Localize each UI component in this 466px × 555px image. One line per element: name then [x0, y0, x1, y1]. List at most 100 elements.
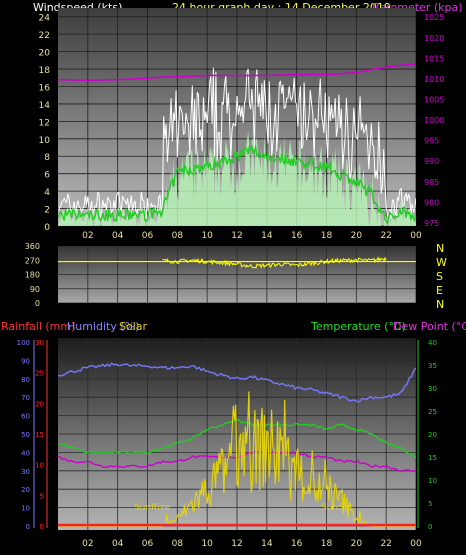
x-tick-label: 08: [172, 539, 184, 549]
panel-1-x-ticks: 02 04 06 08 10 12 14 16 18 20 22 00: [82, 231, 422, 241]
humidity-tick-label: 50: [21, 431, 30, 439]
windspeed-tick-label: 10: [39, 136, 51, 146]
x-tick-label: 08: [172, 231, 184, 241]
windspeed-tick-label: 22: [39, 31, 50, 41]
barometer-tick-label: 980: [424, 198, 439, 207]
x-tick-label: 16: [291, 231, 303, 241]
x-tick-label: 00: [410, 231, 422, 241]
windspeed-tick-label: 0: [44, 223, 50, 233]
compass-label: S: [436, 270, 443, 283]
barometer-tick-label: 1015: [424, 54, 444, 63]
temperature-tick-label: 30: [428, 385, 437, 393]
rainfall-tick-label: 0: [40, 523, 44, 531]
panel-3-grid: [58, 338, 416, 530]
wind-average-line: [58, 144, 416, 226]
windspeed-tick-label: 4: [44, 188, 50, 198]
barometer-tick-label: 1020: [424, 34, 444, 43]
windspeed-tick-label: 14: [39, 101, 51, 111]
x-tick-label: 20: [351, 231, 363, 241]
x-tick-label: 16: [291, 539, 303, 549]
wind-direction-line: [162, 256, 387, 269]
barometer-tick-label: 1005: [424, 95, 444, 104]
temperature-tick-label: 35: [428, 362, 437, 370]
panel-2-grid: [58, 246, 416, 303]
direction-tick-label: 90: [30, 285, 40, 294]
temperature-axis-label: Temperature (°C): [310, 320, 406, 333]
x-tick-label: 18: [321, 231, 333, 241]
x-tick-label: 06: [142, 539, 154, 549]
humidity-tick-label: 10: [21, 505, 30, 513]
rainfall-axis-label: Rainfall (mm): [1, 320, 75, 333]
direction-degree-ticks: 0 90 180 270 360: [25, 242, 40, 308]
windspeed-tick-label: 24: [39, 14, 51, 24]
barometer-line: [58, 63, 416, 82]
humidity-tick-label: 90: [21, 357, 30, 365]
humidity-tick-label: 0: [26, 523, 30, 531]
sun-annotations: SunRise SunSet: [134, 503, 353, 513]
windspeed-tick-label: 12: [39, 118, 50, 128]
temperature-tick-label: 25: [428, 408, 437, 416]
x-tick-label: 02: [82, 231, 93, 241]
temperature-tick-label: 40: [428, 339, 437, 347]
x-tick-label: 06: [142, 231, 154, 241]
direction-tick-label: 180: [25, 271, 40, 280]
temperature-ticks: 0 5 10 15 20 25 30 35 40: [428, 339, 437, 531]
barometer-tick-label: 985: [424, 178, 439, 187]
dewpoint-axis-label: Dew Point (°C): [393, 320, 466, 333]
rainfall-tick-label: 10: [35, 462, 44, 470]
windspeed-tick-label: 16: [39, 83, 51, 93]
temperature-tick-label: 10: [428, 477, 437, 485]
x-tick-label: 04: [112, 539, 124, 549]
windspeed-fill: [58, 131, 416, 226]
temperature-tick-label: 5: [428, 500, 432, 508]
barometer-tick-label: 1000: [424, 116, 444, 125]
panel-3-x-ticks: 02 04 06 08 10 12 14 16 18 20 22 00: [82, 539, 422, 549]
humidity-tick-label: 80: [21, 376, 30, 384]
humidity-tick-label: 100: [17, 339, 30, 347]
x-tick-label: 10: [201, 231, 213, 241]
direction-tick-label: 270: [25, 256, 40, 265]
direction-tick-label: 0: [35, 299, 40, 308]
windspeed-tick-label: 18: [39, 66, 51, 76]
humidity-tick-label: 40: [21, 449, 30, 457]
x-tick-label: 22: [380, 231, 391, 241]
x-tick-label: 14: [261, 231, 273, 241]
humidity-tick-label: 20: [21, 486, 30, 494]
x-tick-label: 18: [321, 539, 333, 549]
rainfall-tick-label: 25: [35, 370, 44, 378]
humidity-ticks: 0 10 20 30 40 50 60 70 80 90 100: [17, 339, 30, 531]
temperature-tick-label: 0: [428, 523, 432, 531]
temperature-tick-label: 20: [428, 431, 437, 439]
panel-1-series: [58, 63, 416, 226]
wind-gust-line: [58, 67, 416, 220]
windspeed-tick-label: 2: [44, 206, 50, 216]
rainfall-ticks: 0 5 10 15 20 25 30: [35, 339, 44, 531]
sun-annotation-label: SunRise: [134, 503, 171, 513]
panel-3-series: [58, 362, 416, 527]
windspeed-tick-label: 20: [39, 49, 51, 59]
windspeed-tick-label: 6: [44, 171, 50, 181]
temperature-tick-label: 15: [428, 454, 437, 462]
x-tick-label: 12: [231, 539, 242, 549]
x-tick-label: 02: [82, 539, 93, 549]
rainfall-tick-label: 15: [35, 431, 44, 439]
compass-label: N: [436, 298, 444, 311]
barometer-tick-label: 975: [424, 219, 439, 228]
x-tick-label: 10: [201, 539, 213, 549]
rainfall-tick-label: 20: [35, 400, 44, 408]
humidity-tick-label: 60: [21, 413, 30, 421]
x-tick-label: 22: [380, 539, 391, 549]
rain-humidity-temperature-panel: 0 10 20 30 40 50 60 70 80 90 100 0 5 10 15 20 25 30 0 5 10…: [17, 338, 437, 549]
x-tick-label: 14: [261, 539, 273, 549]
barometer-tick-label: 990: [424, 157, 439, 166]
compass-label: N: [436, 242, 444, 255]
windspeed-tick-label: 8: [44, 153, 50, 163]
barometer-tick-label: 1025: [424, 13, 444, 22]
barometer-ticks: 975 980 985 990 995 1000 1005 1010 1015 1020 1025: [424, 13, 444, 228]
humidity-line: [58, 362, 416, 403]
compass-label: W: [436, 256, 447, 269]
